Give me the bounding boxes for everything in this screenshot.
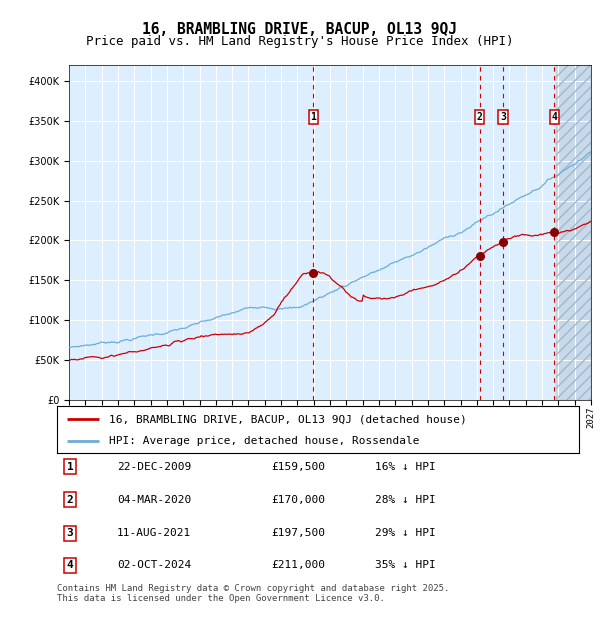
Text: 1: 1 bbox=[310, 112, 316, 122]
Text: 4: 4 bbox=[67, 560, 73, 570]
Text: 02-OCT-2024: 02-OCT-2024 bbox=[117, 560, 191, 570]
Text: 11-AUG-2021: 11-AUG-2021 bbox=[117, 528, 191, 538]
Text: 16, BRAMBLING DRIVE, BACUP, OL13 9QJ (detached house): 16, BRAMBLING DRIVE, BACUP, OL13 9QJ (de… bbox=[109, 414, 467, 424]
Text: £211,000: £211,000 bbox=[271, 560, 325, 570]
Text: 28% ↓ HPI: 28% ↓ HPI bbox=[376, 495, 436, 505]
Text: 1: 1 bbox=[67, 462, 73, 472]
Text: 04-MAR-2020: 04-MAR-2020 bbox=[117, 495, 191, 505]
Text: 29% ↓ HPI: 29% ↓ HPI bbox=[376, 528, 436, 538]
Text: £159,500: £159,500 bbox=[271, 462, 325, 472]
Text: HPI: Average price, detached house, Rossendale: HPI: Average price, detached house, Ross… bbox=[109, 436, 420, 446]
Text: 22-DEC-2009: 22-DEC-2009 bbox=[117, 462, 191, 472]
Text: 2: 2 bbox=[476, 112, 482, 122]
Text: 16% ↓ HPI: 16% ↓ HPI bbox=[376, 462, 436, 472]
Text: 35% ↓ HPI: 35% ↓ HPI bbox=[376, 560, 436, 570]
Text: £170,000: £170,000 bbox=[271, 495, 325, 505]
Text: £197,500: £197,500 bbox=[271, 528, 325, 538]
Text: Contains HM Land Registry data © Crown copyright and database right 2025.
This d: Contains HM Land Registry data © Crown c… bbox=[57, 584, 449, 603]
Text: 16, BRAMBLING DRIVE, BACUP, OL13 9QJ: 16, BRAMBLING DRIVE, BACUP, OL13 9QJ bbox=[143, 22, 458, 37]
Text: 3: 3 bbox=[500, 112, 506, 122]
Text: Price paid vs. HM Land Registry's House Price Index (HPI): Price paid vs. HM Land Registry's House … bbox=[86, 35, 514, 48]
Text: 3: 3 bbox=[67, 528, 73, 538]
Text: 2: 2 bbox=[67, 495, 73, 505]
Text: 4: 4 bbox=[551, 112, 557, 122]
